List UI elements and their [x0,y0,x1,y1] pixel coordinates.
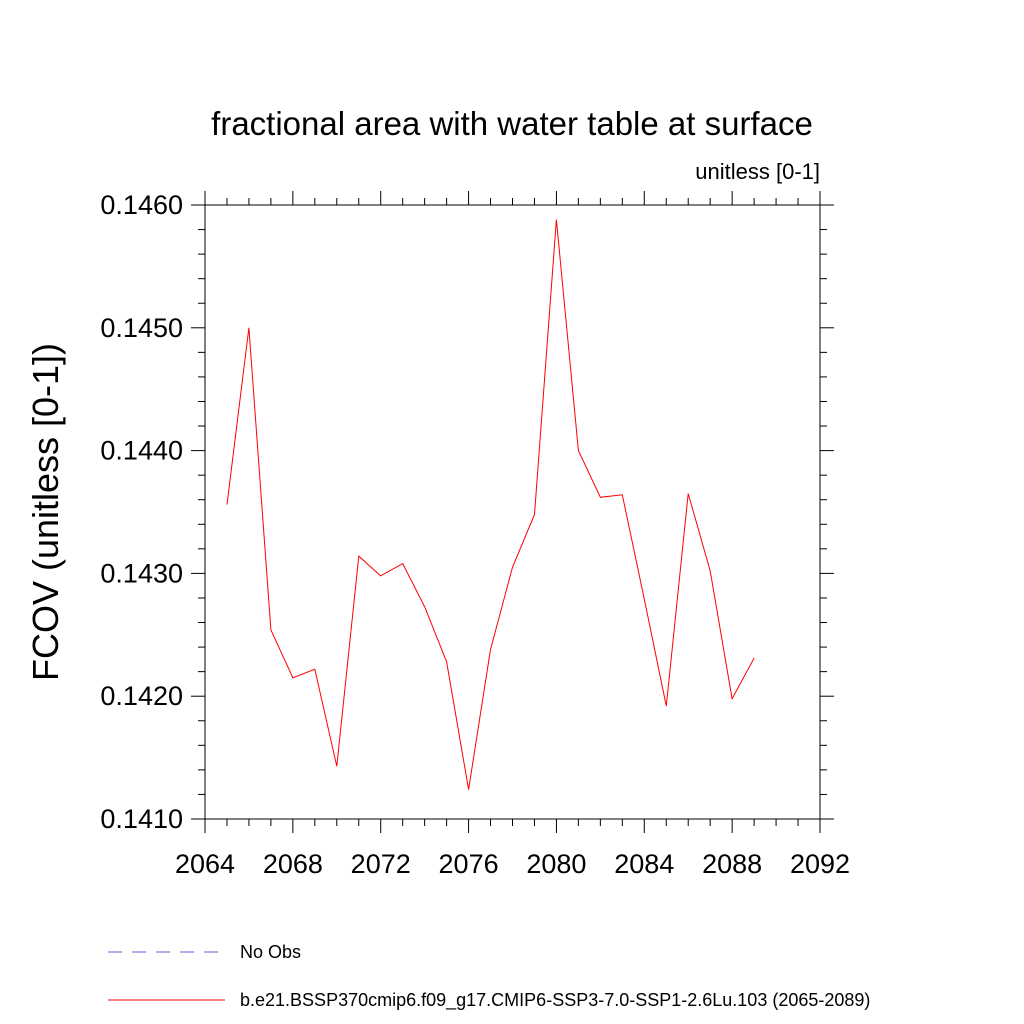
y-tick-label: 0.1420 [100,681,183,711]
series-layer [227,220,754,790]
y-axis-label: FCOV (unitless [0-1]) [25,343,66,681]
y-tick-label: 0.1410 [100,804,183,834]
plot-frame [205,205,820,819]
y-tick-label: 0.1460 [100,190,183,220]
legend-label: No Obs [240,942,301,962]
x-tick-label: 2092 [790,849,850,879]
axis-ticks: 2064 2068 2072 2076 2080 2084 2088 2092 0.1410 0.… [100,190,850,879]
x-tick-label: 2064 [175,849,235,879]
y-tick-label: 0.1440 [100,436,183,466]
y-tick-label: 0.1450 [100,313,183,343]
legend: No Obs b.e21.BSSP370cmip6.f09_g17.CMIP6-S… [108,942,870,1011]
chart-title: fractional area with water table at surf… [211,105,813,142]
y-tick-label: 0.1430 [100,558,183,588]
x-tick-label: 2076 [439,849,499,879]
x-tick-label: 2084 [614,849,674,879]
legend-label: b.e21.BSSP370cmip6.f09_g17.CMIP6-SSP3-7.… [240,990,870,1011]
x-tick-label: 2080 [526,849,586,879]
chart-subtitle: unitless [0-1] [695,159,820,184]
x-tick-label: 2072 [351,849,411,879]
x-tick-label: 2088 [702,849,762,879]
x-tick-label: 2068 [263,849,323,879]
series-line [227,220,754,790]
